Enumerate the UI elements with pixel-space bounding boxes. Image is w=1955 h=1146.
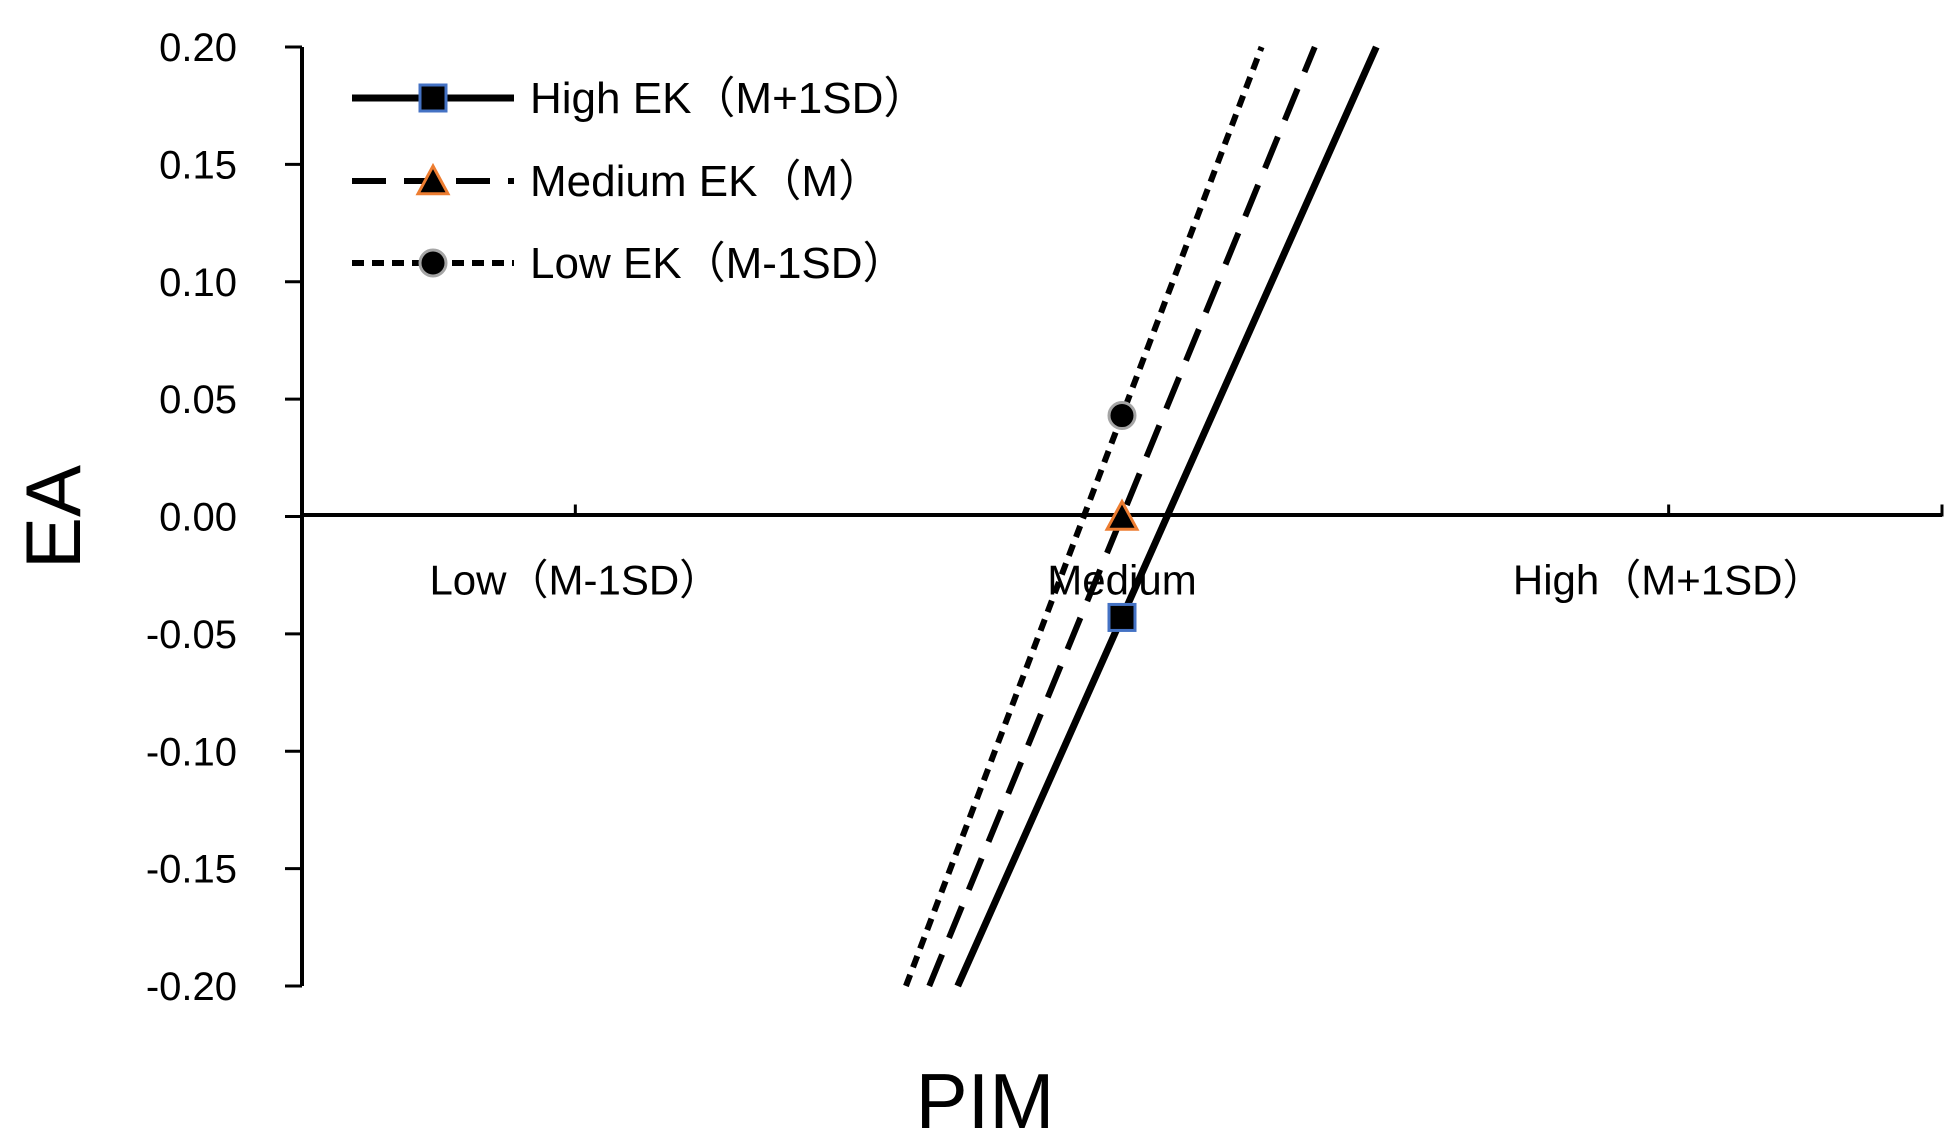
- series-marker-1: [1107, 602, 1137, 632]
- y-tick-label: 0.05: [159, 378, 237, 422]
- y-tick-label: -0.05: [146, 613, 237, 657]
- series-marker-2: [1104, 498, 1140, 531]
- series-line-1: [954, 45, 1380, 988]
- y-axis-title: EA: [9, 465, 97, 569]
- x-category-label: Medium: [1047, 557, 1196, 604]
- legend-entry-label: Low EK（M-1SD）: [530, 239, 907, 288]
- series-line-2: [926, 45, 1318, 988]
- legend-swatch-marker: [418, 248, 448, 278]
- legend-entry-label: High EK（M+1SD）: [530, 74, 927, 123]
- y-tick-label: -0.10: [146, 730, 237, 774]
- series-marker-3: [1107, 401, 1137, 431]
- x-axis-title: PIM: [916, 1057, 1055, 1145]
- y-tick-label: 0.00: [159, 496, 237, 540]
- y-tick-label: 0.10: [159, 261, 237, 305]
- x-ticks: Low（M-1SD） Medium High（M+1SD）: [429, 504, 1944, 604]
- series-line-3: [903, 45, 1265, 988]
- y-ticks: 0.20 0.15 0.10 0.05 0.00 -0.05 -0.10 -0.15 -0.20: [146, 26, 302, 1009]
- legend-swatch-marker: [418, 83, 448, 113]
- y-tick-label: -0.20: [146, 965, 237, 1009]
- series-lines: [903, 45, 1380, 988]
- x-category-label: High（M+1SD）: [1513, 557, 1825, 604]
- legend-entry-label: Medium EK（M）: [530, 157, 882, 206]
- legend: High EK（M+1SD） Medium EK（M） Low EK（M-1SD）: [352, 74, 927, 288]
- y-tick-label: -0.15: [146, 848, 237, 892]
- y-tick-label: 0.20: [159, 26, 237, 70]
- legend-swatch-marker: [415, 162, 451, 196]
- x-category-label: Low（M-1SD）: [429, 557, 721, 604]
- series-markers: [1104, 401, 1140, 632]
- y-tick-label: 0.15: [159, 143, 237, 187]
